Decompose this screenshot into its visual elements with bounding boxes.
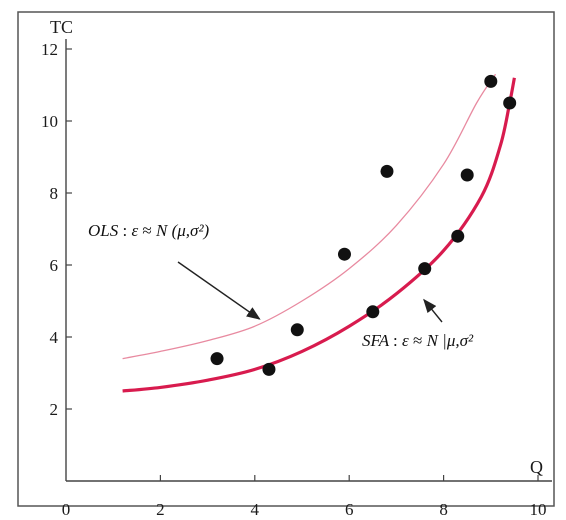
data-point xyxy=(366,305,380,319)
ols-approx: ≈ xyxy=(142,221,151,240)
x-tick-label: 8 xyxy=(439,500,448,519)
x-axis-title: Q xyxy=(530,457,543,477)
data-point xyxy=(262,362,276,376)
ols-args: (μ,σ²) xyxy=(172,221,210,240)
x-tick-label: 10 xyxy=(530,500,547,519)
data-point xyxy=(460,168,474,182)
ols-curve xyxy=(122,73,497,360)
data-point xyxy=(451,229,465,243)
x-tick-label: 6 xyxy=(345,500,354,519)
y-tick-label: 12 xyxy=(41,40,58,59)
y-tick-label: 4 xyxy=(50,328,59,347)
y-axis-title: TC xyxy=(50,17,73,37)
y-tick-label: 2 xyxy=(50,400,59,419)
y-tick-label: 8 xyxy=(50,184,59,203)
sfa-arrow xyxy=(423,298,443,323)
data-point xyxy=(484,74,498,88)
data-point xyxy=(503,96,517,110)
sfa-N: N xyxy=(426,331,440,350)
chart-border xyxy=(17,11,555,507)
data-point xyxy=(290,323,304,337)
ols-annotation: OLS : ε ≈ N (μ,σ²) xyxy=(88,221,210,240)
x-tick-label: 0 xyxy=(62,500,71,519)
ols-prefix: OLS xyxy=(88,221,119,240)
data-point xyxy=(418,262,432,276)
sfa-epsilon: ε xyxy=(402,331,409,350)
ols-arrow xyxy=(177,261,261,320)
sfa-annotation: SFA : ε ≈ N |μ,σ² xyxy=(362,331,474,350)
x-tick-label: 4 xyxy=(251,500,260,519)
sfa-args: |μ,σ² xyxy=(442,331,474,350)
sfa-curve xyxy=(122,77,516,393)
data-point xyxy=(337,247,351,261)
data-point xyxy=(380,164,394,178)
ols-colon: : xyxy=(122,221,127,240)
ols-N: N xyxy=(155,221,169,240)
sfa-colon: : xyxy=(393,331,398,350)
sfa-approx: ≈ xyxy=(413,331,422,350)
y-tick-label: 6 xyxy=(50,256,59,275)
data-point xyxy=(210,352,224,366)
sfa-prefix: SFA xyxy=(362,331,390,350)
y-tick-label: 10 xyxy=(41,112,58,131)
ols-epsilon: ε xyxy=(131,221,138,240)
x-tick-label: 2 xyxy=(156,500,165,519)
